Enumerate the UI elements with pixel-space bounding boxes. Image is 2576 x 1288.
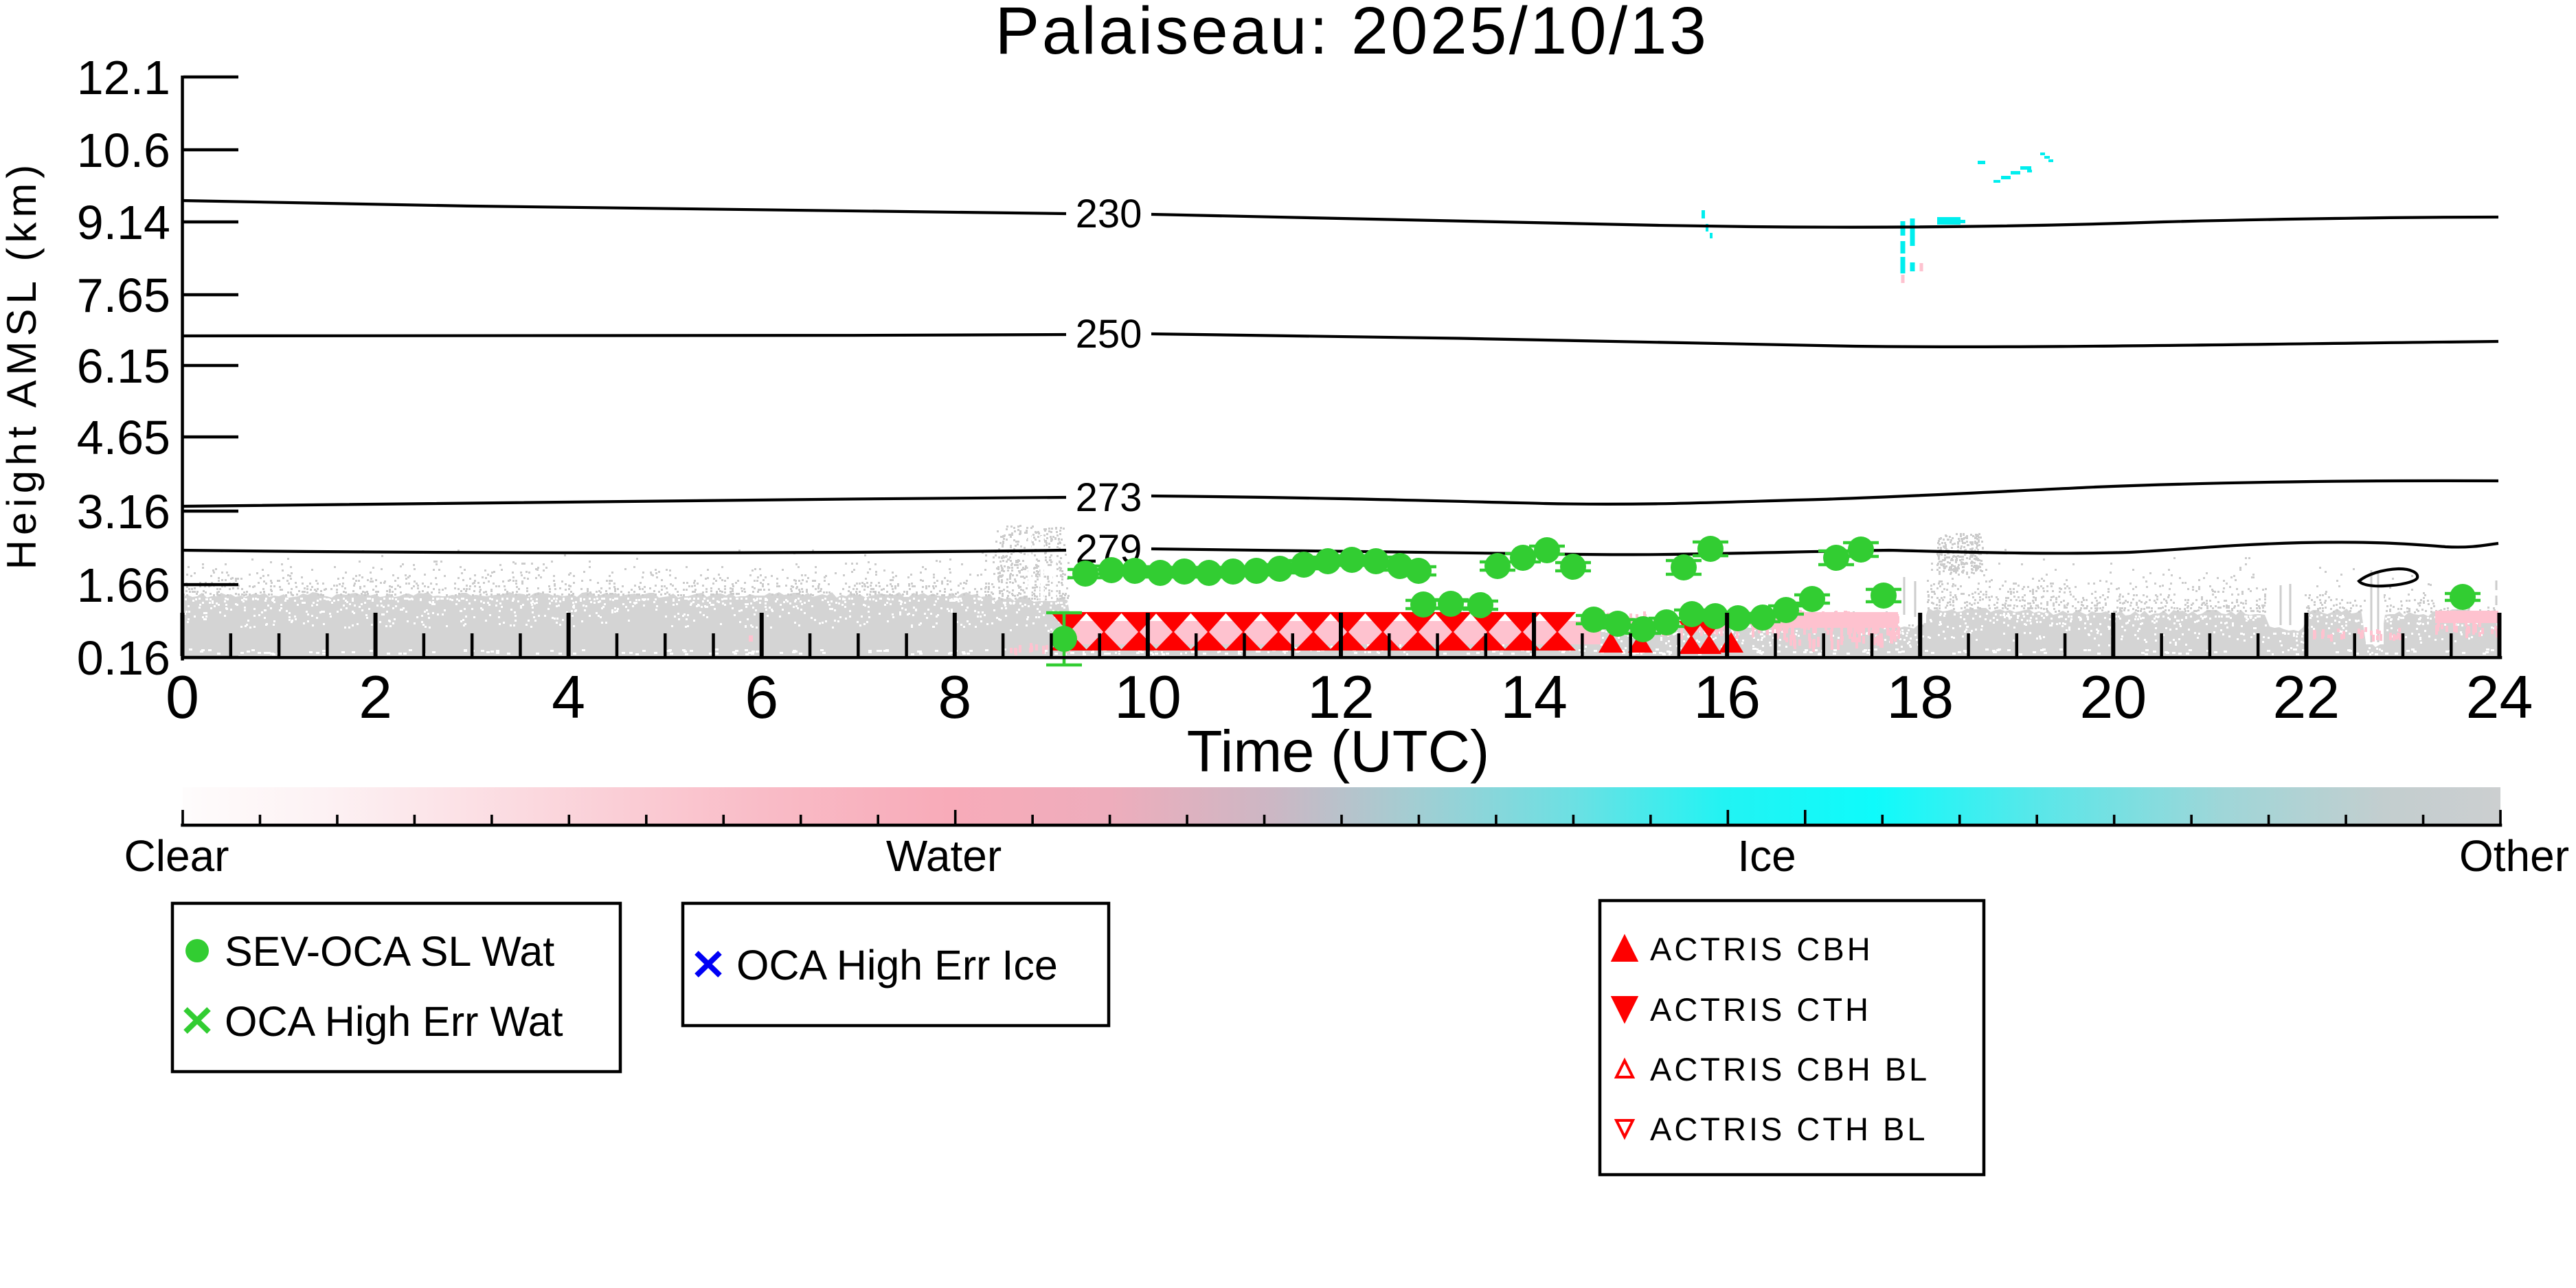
svg-text:9.14: 9.14 [77,196,170,249]
svg-text:8: 8 [938,663,971,731]
svg-text:OCA High Err Ice: OCA High Err Ice [736,942,1058,988]
svg-text:3.16: 3.16 [77,485,170,539]
svg-text:10: 10 [1114,663,1182,731]
svg-text:230: 230 [1076,192,1142,236]
svg-text:ACTRIS CTH: ACTRIS CTH [1650,991,1871,1028]
svg-text:10.6: 10.6 [77,124,170,177]
svg-text:250: 250 [1076,312,1142,357]
svg-text:16: 16 [1693,663,1761,731]
svg-text:Palaiseau: 2025/10/13: Palaiseau: 2025/10/13 [995,0,1709,68]
svg-text:20: 20 [2079,663,2147,731]
svg-text:4: 4 [552,663,585,731]
svg-text:Height AMSL (km): Height AMSL (km) [0,160,45,570]
svg-text:0: 0 [166,663,199,731]
svg-text:1.66: 1.66 [77,558,170,612]
svg-text:7.65: 7.65 [77,269,170,322]
svg-text:12.1: 12.1 [77,51,170,104]
svg-text:6: 6 [745,663,778,731]
svg-text:ACTRIS CBH: ACTRIS CBH [1650,931,1873,967]
svg-text:Ice: Ice [1737,831,1796,881]
svg-text:Other: Other [2459,831,2569,881]
svg-text:SEV-OCA SL Wat: SEV-OCA SL Wat [225,928,554,975]
svg-text:24: 24 [2466,663,2533,731]
svg-text:4.65: 4.65 [77,411,170,464]
svg-text:ACTRIS CBH BL: ACTRIS CBH BL [1650,1051,1930,1087]
svg-text:273: 273 [1076,475,1142,520]
svg-text:0.16: 0.16 [77,631,170,685]
svg-text:6.15: 6.15 [77,339,170,393]
svg-text:22: 22 [2272,663,2340,731]
svg-text:14: 14 [1500,663,1568,731]
svg-text:18: 18 [1886,663,1954,731]
svg-text:Water: Water [886,831,1002,881]
svg-text:2: 2 [359,663,392,731]
svg-text:OCA High Err Wat: OCA High Err Wat [225,998,563,1045]
svg-text:ACTRIS CTH BL: ACTRIS CTH BL [1650,1111,1928,1147]
svg-text:12: 12 [1307,663,1375,731]
svg-text:Time (UTC): Time (UTC) [1187,719,1490,784]
svg-text:Clear: Clear [124,831,229,881]
